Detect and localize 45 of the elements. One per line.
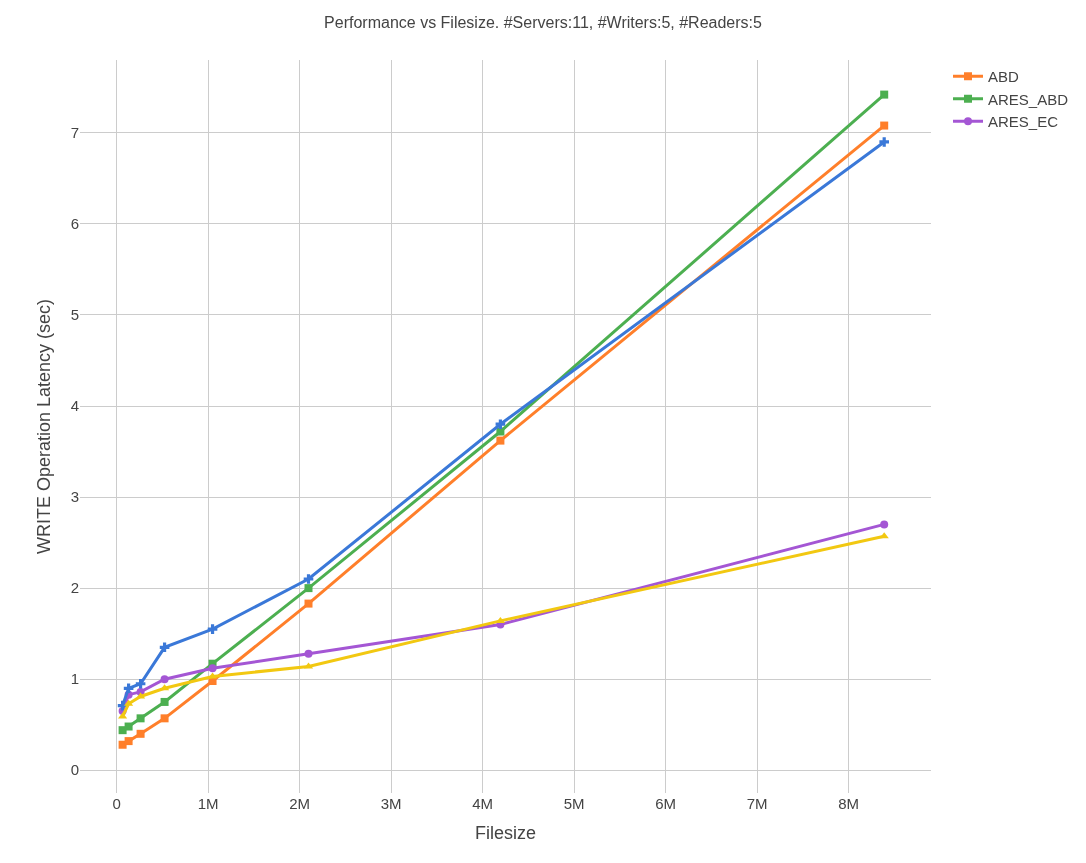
x-tick-label: 1M [197, 795, 219, 812]
x-tick-label: 3M [380, 795, 402, 812]
y-tick-label: 5 [70, 306, 79, 324]
y-tick-label: 6 [70, 215, 79, 233]
point [160, 675, 169, 684]
point [880, 121, 889, 130]
x-tick-label: 4M [472, 795, 494, 812]
x-tick-label: 6M [655, 795, 677, 812]
point [136, 729, 145, 738]
point [879, 137, 889, 147]
point [124, 737, 133, 746]
point [135, 678, 146, 689]
point [496, 427, 505, 436]
legend-label: ARES_EC [988, 113, 1059, 131]
y-axis-title: WRITE Operation Latency (sec) [33, 298, 54, 555]
point [303, 574, 314, 584]
point [136, 714, 145, 723]
y-tick-label: 4 [70, 397, 79, 415]
x-tick-label: 8M [838, 795, 860, 812]
x-tick-label: 5M [563, 795, 585, 812]
point [123, 683, 134, 694]
x-axis-title: Filesize [474, 823, 537, 844]
point [160, 714, 169, 723]
point [304, 599, 313, 608]
y-tick-label: 0 [70, 761, 79, 779]
point [124, 722, 133, 731]
y-tick-label: 1 [70, 670, 79, 688]
y-tick-label: 3 [70, 488, 79, 506]
x-tick-label: 0 [112, 795, 121, 812]
y-tick-label: 2 [70, 579, 79, 597]
x-tick-label: 7M [746, 795, 768, 812]
point [304, 584, 313, 593]
point [880, 90, 889, 99]
point [207, 624, 218, 634]
legend-label: ARES_ABD [988, 90, 1069, 108]
point [304, 649, 313, 658]
point [880, 520, 889, 529]
point [208, 664, 217, 673]
chart-title: Performance vs Filesize. #Servers:11, #Writers:5, #Readers:5 [324, 14, 762, 32]
point [495, 419, 506, 430]
legend-label: ABD [988, 68, 1020, 86]
x-tick-label: 2M [289, 795, 311, 812]
point [496, 436, 505, 445]
y-tick-label: 7 [70, 124, 79, 142]
point [160, 697, 169, 706]
